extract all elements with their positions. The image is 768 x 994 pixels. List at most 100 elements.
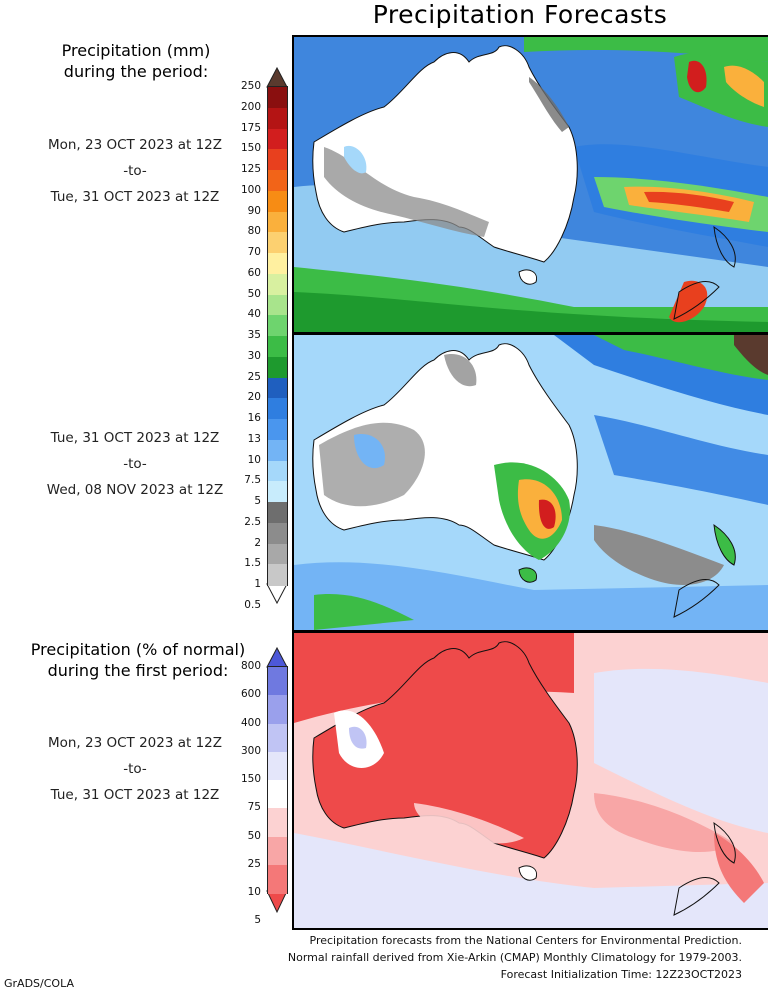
period1-end: Tue, 31 OCT 2023 at 12Z xyxy=(50,189,220,205)
pct-legend-heading-line2: during the first period: xyxy=(47,661,229,680)
pct-colorbar-top-arrow xyxy=(266,646,288,668)
colorbar-segment xyxy=(268,377,287,399)
colorbar-segment xyxy=(268,864,287,894)
colorbar-segment xyxy=(268,294,287,316)
colorbar-segment xyxy=(268,356,287,378)
colorbar-segment xyxy=(268,460,287,482)
colorbar-tick-label: 0.5 xyxy=(244,598,261,611)
colorbar-tick-label: 1 xyxy=(254,578,261,590)
colorbar-segment xyxy=(268,543,287,565)
colorbar-segment xyxy=(268,780,287,809)
colorbar-segment xyxy=(268,87,287,109)
colorbar-tick-label: 400 xyxy=(240,716,261,729)
colorbar-segment xyxy=(268,398,287,420)
colorbar-tick-label: 150 xyxy=(240,142,261,155)
map-period2-graphic xyxy=(294,335,768,630)
colorbar-tick-label: 16 xyxy=(247,412,261,424)
page-title: Precipitation Forecasts xyxy=(372,0,668,29)
colorbar-segment xyxy=(268,667,287,696)
footer-notes: Precipitation forecasts from the Nationa… xyxy=(288,932,742,983)
mm-legend-heading-line1: Precipitation (mm) xyxy=(61,41,211,60)
colorbar-segment xyxy=(268,419,287,441)
colorbar-tick-label: 800 xyxy=(240,660,261,672)
pct-colorbar xyxy=(267,666,288,894)
colorbar-tick-label: 100 xyxy=(240,183,261,196)
period2-start: Tue, 31 OCT 2023 at 12Z xyxy=(50,430,220,446)
colorbar-tick-label: 5 xyxy=(254,914,261,927)
colorbar-segment xyxy=(268,273,287,295)
colorbar-tick-label: 10 xyxy=(247,453,261,466)
footer-line2: Normal rainfall derived from Xie-Arkin (… xyxy=(287,951,742,964)
map-panel-period2 xyxy=(292,333,768,632)
period1-start: Mon, 23 OCT 2023 at 12Z xyxy=(47,137,223,153)
pct-legend-heading: Precipitation (% of normal) during the f… xyxy=(14,639,262,681)
colorbar-tick-label: 2.5 xyxy=(244,515,261,528)
colorbar-segment xyxy=(268,564,287,586)
colorbar-tick-label: 75 xyxy=(247,801,261,814)
grads-credit: GrADS/COLA xyxy=(4,977,74,990)
period3-dates: Mon, 23 OCT 2023 at 12Z -to- Tue, 31 OCT… xyxy=(30,735,240,803)
map-percent-graphic xyxy=(294,633,768,928)
colorbar-tick-label: 125 xyxy=(240,163,261,175)
colorbar-tick-label: 150 xyxy=(240,773,261,785)
colorbar-tick-label: 25 xyxy=(247,857,261,870)
period2-end: Wed, 08 NOV 2023 at 12Z xyxy=(46,482,224,498)
colorbar-tick-label: 25 xyxy=(247,370,261,383)
colorbar-tick-label: 200 xyxy=(240,100,261,113)
period3-separator: -to- xyxy=(123,761,147,777)
period3-end: Tue, 31 OCT 2023 at 12Z xyxy=(50,787,220,803)
pct-colorbar-bottom-arrow xyxy=(266,890,288,914)
colorbar-segment xyxy=(268,170,287,192)
colorbar-tick-label: 90 xyxy=(247,204,261,217)
colorbar-tick-label: 7.5 xyxy=(244,474,261,487)
colorbar-tick-label: 5 xyxy=(254,495,261,507)
period3-start: Mon, 23 OCT 2023 at 12Z xyxy=(47,735,223,751)
colorbar-segment xyxy=(268,190,287,212)
period2-dates: Tue, 31 OCT 2023 at 12Z -to- Wed, 08 NOV… xyxy=(30,430,240,498)
colorbar-segment xyxy=(268,315,287,337)
mm-legend-heading-line2: during the period: xyxy=(63,62,209,81)
colorbar-segment xyxy=(268,149,287,171)
colorbar-tick-label: 2 xyxy=(254,536,261,549)
map-panel-period1 xyxy=(292,35,768,334)
mm-colorbar-top-arrow xyxy=(266,66,288,88)
colorbar-segment xyxy=(268,751,287,781)
colorbar-segment xyxy=(268,253,287,275)
map-panel-percent-normal xyxy=(292,631,768,930)
colorbar-segment xyxy=(268,128,287,150)
colorbar-segment xyxy=(268,502,287,524)
colorbar-tick-label: 10 xyxy=(247,886,261,898)
footer-line1: Precipitation forecasts from the Nationa… xyxy=(309,934,743,947)
colorbar-tick-label: 600 xyxy=(240,688,261,701)
period1-separator: -to- xyxy=(123,163,147,179)
footer-line3: Forecast Initialization Time: 12Z23OCT20… xyxy=(500,968,742,981)
map-period1-graphic xyxy=(294,37,768,332)
colorbar-tick-label: 50 xyxy=(247,287,261,300)
colorbar-tick-label: 80 xyxy=(247,225,261,238)
colorbar-tick-label: 250 xyxy=(240,80,261,92)
colorbar-segment xyxy=(268,439,287,461)
mm-colorbar xyxy=(267,86,288,586)
colorbar-segment xyxy=(268,211,287,233)
colorbar-tick-label: 60 xyxy=(247,266,261,279)
colorbar-segment xyxy=(268,808,287,837)
colorbar-tick-label: 40 xyxy=(247,308,261,321)
colorbar-segment xyxy=(268,336,287,358)
mm-legend-heading: Precipitation (mm) during the period: xyxy=(36,40,236,82)
mm-colorbar-bottom-arrow xyxy=(266,583,288,605)
colorbar-tick-label: 13 xyxy=(247,432,261,445)
pct-legend-heading-line1: Precipitation (% of normal) xyxy=(30,640,246,659)
colorbar-tick-label: 20 xyxy=(247,391,261,404)
colorbar-tick-label: 1.5 xyxy=(244,557,261,570)
period1-dates: Mon, 23 OCT 2023 at 12Z -to- Tue, 31 OCT… xyxy=(30,137,240,205)
colorbar-segment xyxy=(268,836,287,866)
colorbar-segment xyxy=(268,232,287,254)
colorbar-tick-label: 30 xyxy=(247,349,261,362)
colorbar-tick-label: 300 xyxy=(240,744,261,757)
colorbar-segment xyxy=(268,522,287,544)
colorbar-tick-label: 70 xyxy=(247,246,261,258)
colorbar-segment xyxy=(268,723,287,753)
colorbar-segment xyxy=(268,481,287,503)
colorbar-tick-label: 50 xyxy=(247,829,261,842)
colorbar-segment xyxy=(268,695,287,724)
